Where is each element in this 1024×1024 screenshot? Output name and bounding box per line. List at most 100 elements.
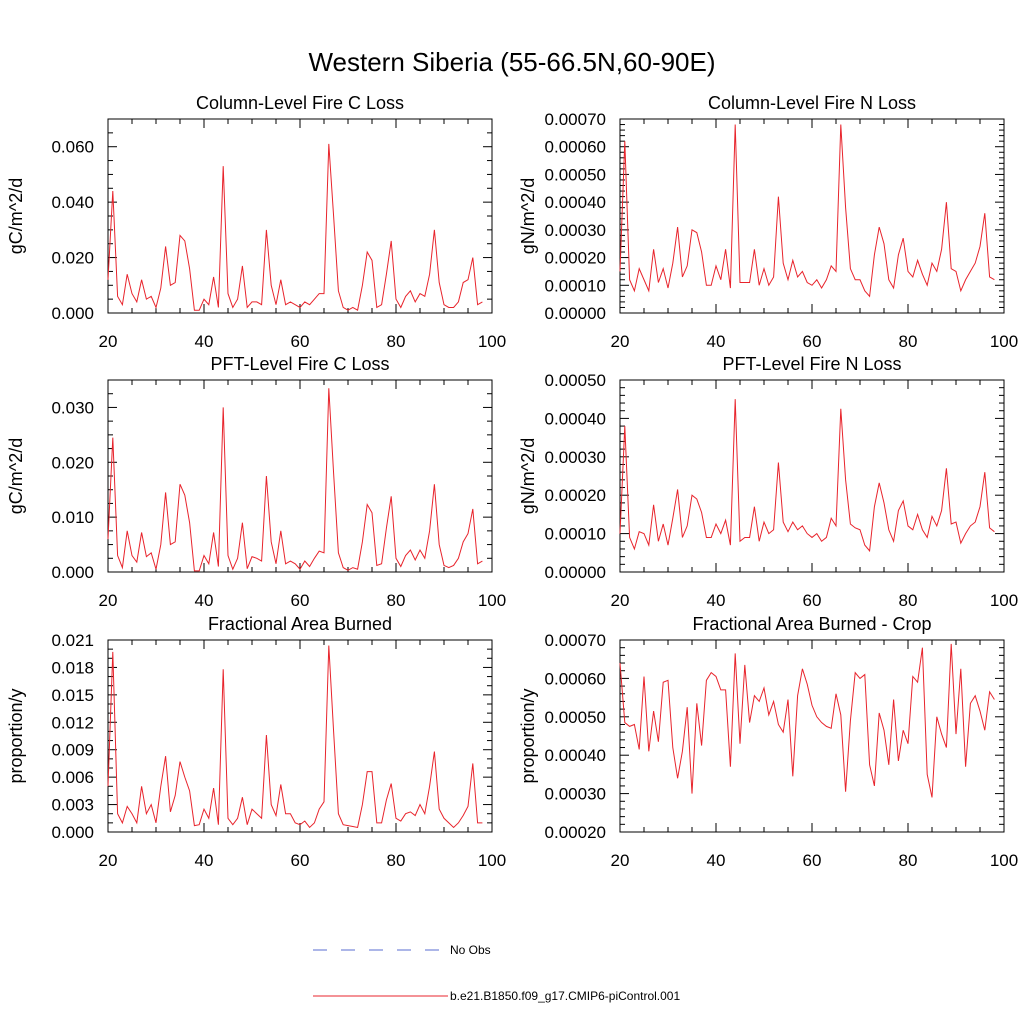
column-fire-c-x-tick-label: 100 [478,332,506,351]
area-burned-crop-x-tick-label: 60 [803,851,822,870]
column-fire-n-y-axis-label: gN/m^2/d [518,178,538,254]
area-burned-crop-x-tick-label: 80 [899,851,918,870]
column-fire-c-panel-title: Column-Level Fire C Loss [196,93,404,113]
column-fire-n-y-tick-label: 0.00020 [545,249,606,268]
column-fire-n-plot-frame [619,118,1005,314]
area-burned-x-tick-label: 40 [195,851,214,870]
column-fire-c-series-line [107,143,483,312]
column-fire-c-x-tick-label: 60 [291,332,310,351]
legend-label-picontrol: b.e21.B1850.f09_g17.CMIP6-piControl.001 [450,989,680,1003]
column-fire-n-y-tick-label: 0.00050 [545,165,606,184]
area-burned-y-tick-label: 0.000 [51,823,94,842]
pft-fire-c-panel-title: PFT-Level Fire C Loss [210,354,389,374]
pft-fire-n-y-tick-label: 0.00000 [545,563,606,582]
column-fire-n-x-tick-label: 100 [990,332,1018,351]
area-burned-crop-x-tick-label: 20 [611,851,630,870]
pft-fire-c-y-tick-label: 0.030 [51,398,94,417]
column-fire-c-y-tick-label: 0.000 [51,304,94,323]
area-burned-x-tick-label: 60 [291,851,310,870]
column-fire-c-y-tick-label: 0.060 [51,138,94,157]
panel-pft-fire-n-loss: PFT-Level Fire N Loss gN/m^2/d 20 40 60 80 100… [518,354,1018,610]
area-burned-y-tick-label: 0.015 [51,686,94,705]
pft-fire-n-y-tick-label: 0.00040 [545,409,606,428]
pft-fire-n-x-tick-label: 60 [803,591,822,610]
area-burned-panel-title: Fractional Area Burned [208,614,392,634]
pft-fire-c-x-tick-label: 80 [387,591,406,610]
panel-column-fire-n-loss: Column-Level Fire N Loss gN/m^2/d 20 40 60 80… [518,93,1018,351]
area-burned-crop-panel-title: Fractional Area Burned - Crop [692,614,931,634]
legend: No Obs b.e21.B1850.f09_g17.CMIP6-piContr… [313,943,680,1003]
pft-fire-n-x-tick-label: 80 [899,591,918,610]
area-burned-x-tick-label: 100 [478,851,506,870]
figure-title: Western Siberia (55-66.5N,60-90E) [308,47,715,77]
pft-fire-c-y-tick-label: 0.010 [51,508,94,527]
area-burned-crop-y-tick-label: 0.00020 [545,823,606,842]
legend-label-no-obs: No Obs [450,943,491,957]
area-burned-crop-plot-frame [619,639,1005,833]
area-burned-crop-y-tick-label: 0.00040 [545,746,606,765]
panel-pft-fire-c-loss: PFT-Level Fire C Loss gC/m^2/d 20 40 60 80 100… [6,354,506,610]
column-fire-n-y-tick-label: 0.00000 [545,304,606,323]
pft-fire-n-y-tick-label: 0.00010 [545,525,606,544]
area-burned-y-tick-label: 0.018 [51,658,94,677]
column-fire-n-x-tick-label: 40 [707,332,726,351]
panel-fractional-area-burned: Fractional Area Burned proportion/y 20 40 60… [6,614,506,870]
area-burned-crop-y-tick-label: 0.00070 [545,631,606,650]
pft-fire-n-y-tick-label: 0.00030 [545,448,606,467]
pft-fire-n-y-axis-label: gN/m^2/d [518,438,538,514]
pft-fire-c-y-tick-label: 0.000 [51,563,94,582]
pft-fire-c-plot-frame [107,379,493,573]
area-burned-x-tick-label: 20 [99,851,118,870]
area-burned-series-line [107,645,483,829]
column-fire-n-y-tick-label: 0.00070 [545,110,606,129]
area-burned-crop-x-tick-label: 40 [707,851,726,870]
area-burned-y-tick-label: 0.021 [51,631,94,650]
column-fire-n-series-line [619,124,995,298]
pft-fire-c-y-axis-label: gC/m^2/d [6,438,26,514]
area-burned-crop-y-axis-label: proportion/y [518,688,538,783]
pft-fire-c-x-tick-label: 40 [195,591,214,610]
column-fire-c-plot-frame [107,118,493,314]
column-fire-n-y-tick-label: 0.00060 [545,138,606,157]
column-fire-n-x-tick-label: 20 [611,332,630,351]
area-burned-crop-y-tick-label: 0.00060 [545,669,606,688]
pft-fire-n-series-line [619,399,995,553]
pft-fire-n-x-tick-label: 100 [990,591,1018,610]
column-fire-c-x-tick-label: 40 [195,332,214,351]
area-burned-y-tick-label: 0.009 [51,741,94,760]
panel-column-fire-c-loss: Column-Level Fire C Loss gC/m^2/d 20 40 60 80… [6,93,506,351]
area-burned-y-tick-label: 0.006 [51,768,94,787]
column-fire-n-y-tick-label: 0.00010 [545,276,606,295]
column-fire-n-x-tick-label: 60 [803,332,822,351]
column-fire-c-x-tick-label: 20 [99,332,118,351]
column-fire-c-y-tick-label: 0.020 [51,249,94,268]
area-burned-y-axis-label: proportion/y [6,688,26,783]
area-burned-plot-frame [107,639,493,833]
area-burned-y-tick-label: 0.012 [51,713,94,732]
pft-fire-n-x-tick-label: 20 [611,591,630,610]
pft-fire-c-x-tick-label: 20 [99,591,118,610]
area-burned-crop-y-tick-label: 0.00050 [545,708,606,727]
pft-fire-c-series-line [107,388,483,572]
area-burned-crop-series-line [619,643,995,798]
pft-fire-c-y-tick-label: 0.020 [51,453,94,472]
pft-fire-c-x-tick-label: 60 [291,591,310,610]
column-fire-n-y-tick-label: 0.00040 [545,193,606,212]
column-fire-n-x-tick-label: 80 [899,332,918,351]
column-fire-n-panel-title: Column-Level Fire N Loss [708,93,916,113]
pft-fire-n-x-tick-label: 40 [707,591,726,610]
pft-fire-n-panel-title: PFT-Level Fire N Loss [722,354,901,374]
pft-fire-c-x-tick-label: 100 [478,591,506,610]
area-burned-crop-y-tick-label: 0.00030 [545,785,606,804]
column-fire-c-x-tick-label: 80 [387,332,406,351]
column-fire-n-y-tick-label: 0.00030 [545,221,606,240]
panel-fractional-area-burned-crop: Fractional Area Burned - Crop proportion/… [518,614,1018,870]
area-burned-crop-x-tick-label: 100 [990,851,1018,870]
area-burned-x-tick-label: 80 [387,851,406,870]
column-fire-c-y-axis-label: gC/m^2/d [6,178,26,254]
pft-fire-n-plot-frame [619,379,1005,573]
area-burned-y-tick-label: 0.003 [51,796,94,815]
pft-fire-n-y-tick-label: 0.00020 [545,486,606,505]
column-fire-c-y-tick-label: 0.040 [51,193,94,212]
